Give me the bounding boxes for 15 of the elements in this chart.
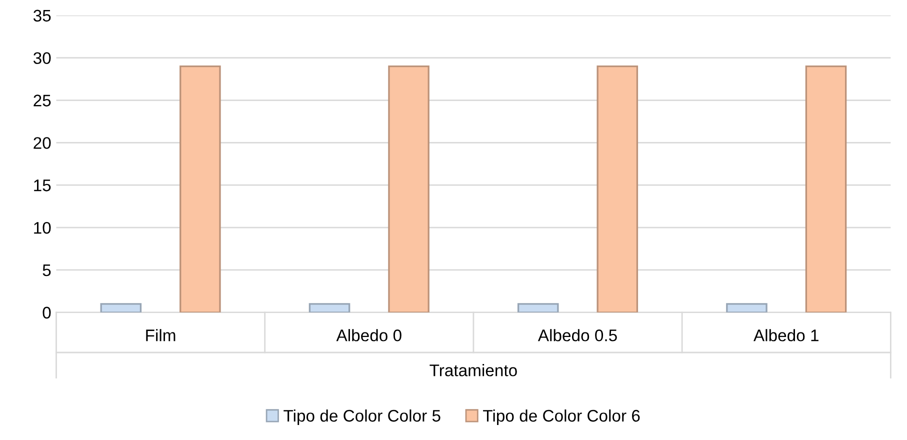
y-tick-label: 10 <box>34 222 51 234</box>
legend-label: Tipo de Color Color 6 <box>483 409 640 425</box>
y-tick-label: 5 <box>42 264 51 276</box>
x-tick-label: Albedo 0 <box>336 329 402 342</box>
y-tick-label: 35 <box>33 10 51 22</box>
x-tick-label: Albedo 1 <box>754 329 818 342</box>
x-tick-label: Film <box>146 329 176 342</box>
legend-label: Tipo de Color Color 5 <box>284 409 440 425</box>
y-tick-label: 15 <box>34 180 51 192</box>
y-tick-label: 20 <box>34 137 51 149</box>
y-tick-label: 0 <box>42 306 51 319</box>
x-tick-label: Albedo 0.5 <box>538 329 617 342</box>
y-tick-label: 25 <box>34 94 51 106</box>
x-axis-title: Tratamiento <box>430 364 517 376</box>
y-tick-label: 30 <box>33 52 51 64</box>
